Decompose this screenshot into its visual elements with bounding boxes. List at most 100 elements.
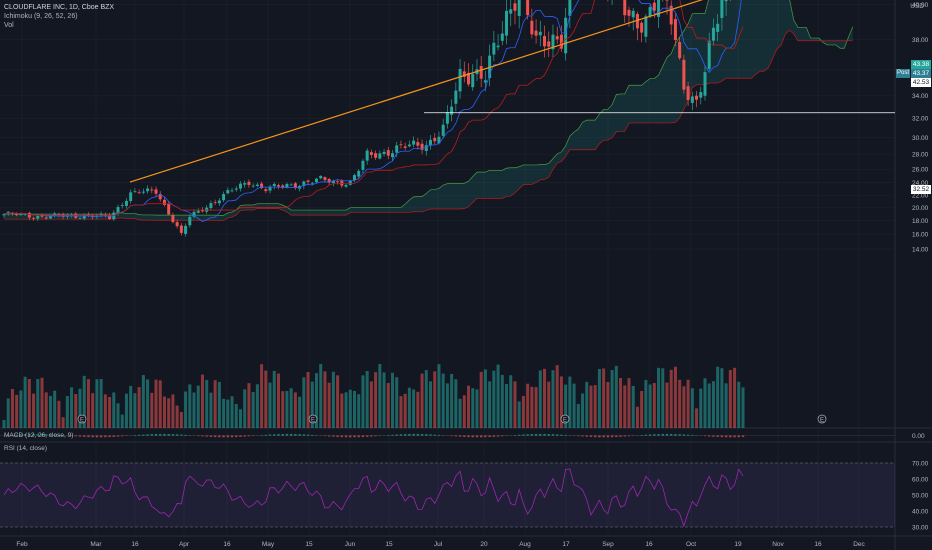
macd-bar <box>678 434 681 436</box>
rsi-tick-label: 50.00 <box>912 492 929 499</box>
candle-body <box>445 112 449 124</box>
volume-bar <box>222 398 226 428</box>
macd-bar <box>340 435 344 438</box>
macd-bar <box>180 434 183 436</box>
candle-body <box>234 188 238 190</box>
macd-bar <box>547 434 550 436</box>
macd-legend[interactable]: MACD (12, 26, close, 9) <box>4 432 74 439</box>
volume-bar <box>559 376 563 428</box>
macd-bar <box>539 433 542 436</box>
volume-bar <box>243 389 247 428</box>
macd-bar <box>408 433 411 436</box>
macd-bar <box>513 435 517 436</box>
candle-body <box>348 181 352 185</box>
candle-body <box>407 144 411 147</box>
volume-bar <box>251 392 255 428</box>
macd-bar <box>703 435 707 437</box>
volume-bar <box>441 373 445 428</box>
volume-bar <box>728 369 732 428</box>
volume-bar <box>32 393 36 428</box>
macd-bar <box>674 434 677 436</box>
macd-bar <box>11 434 14 436</box>
macd-bar <box>589 435 593 437</box>
macd-bar <box>163 433 166 436</box>
volume-bar <box>669 369 673 428</box>
volume-bar <box>407 387 411 428</box>
volume-bar <box>344 392 348 428</box>
volume-bar <box>361 375 365 428</box>
volume-bar <box>74 393 78 428</box>
candle-body <box>564 17 568 54</box>
volume-bar <box>213 380 217 428</box>
volume-legend[interactable]: Vol <box>4 22 14 29</box>
macd-bar <box>302 434 306 436</box>
macd-bar <box>125 435 128 437</box>
volume-bar <box>70 387 74 428</box>
volume-bar <box>568 376 572 428</box>
volume-bar <box>445 383 449 428</box>
volume-bar <box>365 370 369 428</box>
volume-bar <box>416 391 420 428</box>
volume-bar <box>479 371 483 428</box>
volume-bar <box>247 383 251 428</box>
volume-bar <box>665 382 669 428</box>
volume-bar <box>86 379 90 428</box>
macd-bar <box>657 434 660 436</box>
candle-body <box>323 177 327 181</box>
macd-bar <box>74 435 77 437</box>
x-tick-label: Oct <box>686 541 696 548</box>
x-tick-label: 15 <box>385 541 393 548</box>
candle-body <box>361 160 365 170</box>
candle-body <box>226 190 230 194</box>
candle-body <box>222 194 226 201</box>
macd-bar <box>230 435 234 438</box>
macd-bar <box>213 435 217 438</box>
macd-bar <box>121 435 124 437</box>
volume-bar <box>319 364 323 428</box>
volume-bar <box>576 404 580 428</box>
earnings-marker <box>560 414 570 424</box>
y-tick-label: 22.00 <box>912 193 929 200</box>
volume-bar <box>179 411 183 428</box>
volume-bar <box>412 389 416 428</box>
candle-body <box>162 199 166 206</box>
y-tick-label: 28.00 <box>912 152 929 159</box>
candle-body <box>500 33 504 41</box>
candle-body <box>669 5 673 25</box>
candle-body <box>682 59 686 90</box>
macd-bar <box>32 433 35 436</box>
candle-body <box>568 0 572 16</box>
candle-body <box>120 205 124 206</box>
volume-bar <box>505 383 509 428</box>
candle-body <box>483 80 487 83</box>
macd-bar <box>399 434 403 436</box>
candle-body <box>213 202 217 203</box>
candle-body <box>644 16 648 37</box>
y-tick-label: 14.00 <box>912 246 929 253</box>
rsi-tick-label: 70.00 <box>912 460 929 467</box>
candle-body <box>53 213 57 216</box>
volume-bar <box>581 393 585 428</box>
macd-bar <box>19 434 23 436</box>
candle-body <box>36 215 40 219</box>
x-tick-label: Nov <box>772 541 784 548</box>
macd-bar <box>429 434 432 436</box>
macd-bar <box>437 434 441 436</box>
macd-bar <box>467 435 470 438</box>
macd-bar <box>594 435 597 438</box>
rsi-legend[interactable]: RSI (14, close) <box>4 445 47 452</box>
volume-bar <box>454 379 458 428</box>
macd-bar <box>488 435 491 438</box>
ichimoku-legend[interactable]: Ichimoku (9, 26, 52, 26) <box>4 13 78 20</box>
candle-body <box>336 181 340 183</box>
macd-bar <box>412 433 415 436</box>
candle-body <box>492 42 496 55</box>
macd-bar <box>471 435 474 438</box>
candle-body <box>167 204 171 215</box>
macd-bar <box>154 433 158 436</box>
volume-bar <box>175 405 179 428</box>
symbol-title[interactable]: CLOUDFLARE INC, 1D, Cboe BZX <box>4 4 115 11</box>
candle-body <box>559 34 563 49</box>
macd-bar <box>496 435 500 437</box>
